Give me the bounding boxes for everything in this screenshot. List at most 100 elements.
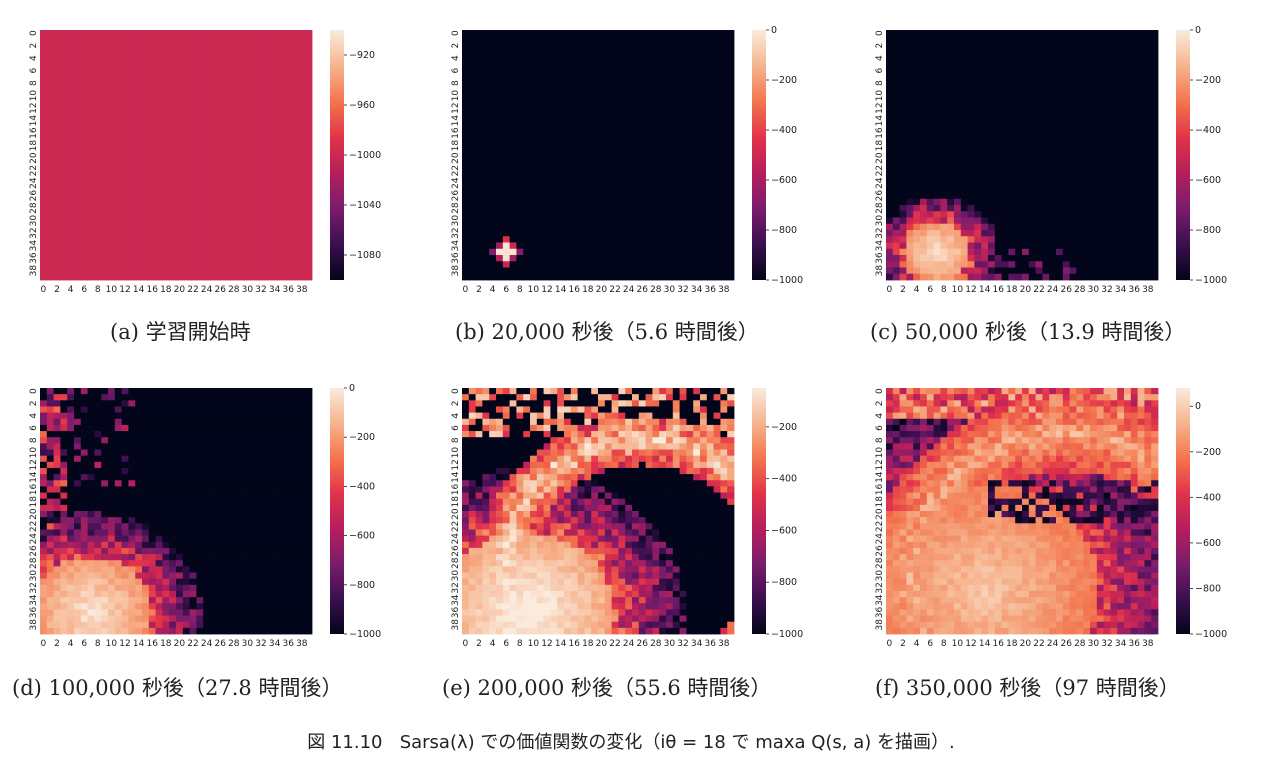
heatmap-cell [1130, 161, 1138, 168]
heatmap-cell [210, 230, 218, 237]
heatmap-cell [1015, 273, 1023, 281]
heatmap-cell [298, 30, 306, 37]
heatmap-cell [216, 161, 224, 168]
heatmap-cell [496, 230, 504, 237]
heatmap-cell [509, 242, 517, 250]
heatmap-cell [135, 267, 143, 275]
heatmap-cell [706, 223, 714, 231]
heatmap-cell [148, 67, 156, 75]
heatmap-cell [40, 211, 48, 218]
heatmap-cell [203, 86, 211, 93]
heatmap-cell [1022, 192, 1030, 200]
heatmap-cell [60, 173, 68, 181]
heatmap-cell [135, 30, 143, 37]
heatmap-cell [940, 86, 948, 93]
heatmap-cell [257, 30, 265, 37]
heatmap-cell [906, 242, 914, 250]
heatmap-cell [46, 205, 54, 212]
heatmap-cell [713, 36, 721, 43]
heatmap-cell [496, 217, 504, 225]
heatmap-cell [148, 105, 156, 112]
heatmap-cell [679, 123, 687, 131]
heatmap-cell [80, 142, 88, 150]
heatmap-cell [994, 42, 1002, 50]
heatmap-cell [564, 98, 572, 106]
heatmap-cell [196, 273, 204, 281]
heatmap-cell [899, 236, 907, 243]
heatmap-cell [666, 98, 674, 106]
heatmap-cell [87, 198, 95, 206]
heatmap-cell [1117, 36, 1125, 43]
heatmap-cell [1137, 148, 1145, 156]
heatmap-cell [114, 48, 122, 56]
heatmap-cell [1022, 161, 1030, 168]
heatmap-cell [468, 180, 476, 187]
heatmap-cell [994, 67, 1002, 75]
heatmap-cell [920, 80, 928, 87]
heatmap-cell [108, 173, 116, 181]
heatmap-cell [564, 80, 572, 87]
heatmap-cell [80, 242, 88, 250]
heatmap-cell [182, 111, 190, 118]
heatmap-cell [598, 211, 606, 218]
heatmap-cell [1137, 130, 1145, 137]
heatmap-cell [284, 36, 292, 43]
heatmap-cell [196, 130, 204, 137]
heatmap-cell [557, 30, 565, 37]
heatmap-cell [960, 36, 968, 43]
heatmap-cell [1001, 105, 1009, 112]
heatmap-cell [1090, 167, 1098, 175]
heatmap-cell [530, 180, 538, 187]
heatmap-cell [584, 105, 592, 112]
heatmap-cell [632, 155, 640, 162]
heatmap-cell [886, 186, 894, 193]
heatmap-cell [523, 217, 531, 225]
heatmap-cell [926, 261, 934, 268]
heatmap-cell [530, 205, 538, 212]
heatmap-cell [672, 73, 680, 81]
heatmap-cell [679, 211, 687, 218]
heatmap-cell [509, 192, 517, 200]
heatmap-cell [1151, 242, 1159, 250]
heatmap-cell [502, 42, 510, 50]
heatmap-cell [659, 217, 667, 225]
heatmap-cell [618, 130, 626, 137]
heatmap-cell [1056, 248, 1064, 256]
heatmap-cell [257, 98, 265, 106]
heatmap-cell [672, 186, 680, 193]
heatmap-cell [618, 98, 626, 106]
heatmap-cell [1117, 198, 1125, 206]
heatmap-cell [598, 61, 606, 68]
heatmap-cell [564, 30, 572, 37]
heatmap-cell [706, 261, 714, 268]
heatmap-cell [530, 167, 538, 175]
heatmap-cell [169, 55, 177, 62]
heatmap-cell [264, 173, 272, 181]
heatmap-cell [899, 267, 907, 275]
heatmap-cell [1069, 111, 1077, 118]
heatmap-cell [686, 36, 694, 43]
heatmap-cell [543, 167, 551, 175]
heatmap-cell [1103, 123, 1111, 131]
heatmap-cell [913, 98, 921, 106]
heatmap-cell [284, 230, 292, 237]
heatmap-cell [960, 267, 968, 275]
heatmap-cell [135, 217, 143, 225]
heatmap-cell [60, 230, 68, 237]
heatmap-cell [1117, 230, 1125, 237]
heatmap-cell [892, 223, 900, 231]
heatmap-cell [46, 42, 54, 50]
heatmap-cell [638, 248, 646, 256]
heatmap-cell [475, 198, 483, 206]
heatmap-cell [176, 105, 184, 112]
heatmap-cell [652, 155, 660, 162]
heatmap-cell [1028, 242, 1036, 250]
heatmap-cell [632, 248, 640, 256]
heatmap-cell [462, 167, 470, 175]
heatmap-cell [87, 173, 95, 181]
heatmap-cell [570, 211, 578, 218]
heatmap-cell [60, 42, 68, 50]
heatmap-cell [933, 205, 941, 212]
heatmap-cell [128, 73, 136, 81]
heatmap-cell [1069, 255, 1077, 262]
